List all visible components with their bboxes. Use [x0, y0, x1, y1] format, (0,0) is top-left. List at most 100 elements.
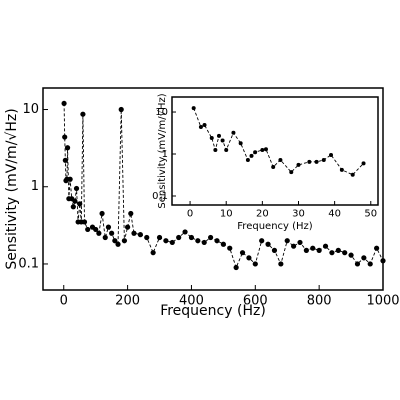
data-point: [249, 153, 254, 158]
x-tick-label: 1000: [366, 294, 399, 309]
data-point: [201, 239, 207, 246]
data-point: [131, 230, 137, 236]
data-point: [297, 239, 303, 246]
plot-area: [172, 97, 378, 205]
data-point: [260, 147, 265, 152]
data-point: [85, 226, 91, 233]
x-tick-label: 0: [187, 209, 193, 220]
y-tick-label: 0.1: [18, 256, 39, 271]
data-point: [231, 130, 236, 135]
data-point: [80, 111, 86, 117]
data-point: [73, 185, 80, 192]
data-point: [118, 106, 124, 113]
data-point: [265, 241, 271, 247]
data-point: [109, 230, 115, 236]
data-point: [121, 238, 128, 244]
data-point: [220, 138, 225, 143]
data-point: [263, 147, 268, 152]
x-axis-label: Frequency (Hz): [237, 221, 313, 232]
data-point: [259, 238, 265, 244]
data-point: [374, 245, 380, 251]
x-tick-label: 200: [115, 294, 140, 309]
data-point: [93, 226, 99, 233]
data-point: [271, 165, 276, 170]
data-point: [125, 224, 131, 230]
x-tick-label: 800: [307, 294, 332, 309]
data-point: [227, 245, 233, 251]
data-point: [202, 123, 207, 128]
data-point: [246, 255, 252, 261]
data-point: [220, 241, 226, 247]
axes-frame: [171, 96, 379, 206]
x-tick-label: 50: [364, 209, 377, 220]
data-line: [193, 107, 364, 176]
x-tick-label: 20: [256, 209, 269, 220]
x-tick-label: 400: [179, 294, 204, 309]
data-point: [213, 147, 218, 152]
data-point: [316, 247, 322, 253]
data-point: [289, 170, 294, 175]
data-point: [209, 136, 214, 141]
data-point: [169, 239, 175, 246]
data-point: [278, 261, 284, 267]
data-point: [214, 238, 220, 244]
data-point: [322, 243, 329, 249]
data-point: [62, 157, 68, 163]
data-point: [182, 229, 188, 235]
x-tick-label: 600: [243, 294, 268, 309]
data-point: [105, 224, 112, 230]
data-point: [310, 245, 316, 251]
data-point: [348, 252, 354, 258]
data-point: [128, 210, 134, 217]
data-point: [115, 241, 121, 247]
data-point: [81, 219, 88, 225]
data-point: [253, 150, 258, 155]
data-point: [99, 210, 105, 217]
data-point: [367, 261, 373, 267]
data-point: [271, 247, 278, 253]
data-point: [62, 134, 68, 140]
y-axis-label: Sensitivity (mV/m/√Hz): [157, 93, 168, 208]
axes-frame: [42, 87, 384, 291]
y-tick-label: 1: [162, 149, 168, 160]
data-point: [163, 238, 169, 244]
y-tick-label: 10: [155, 107, 168, 118]
y-tick-label: 0.1: [152, 191, 168, 202]
data-point: [156, 234, 163, 241]
data-point: [252, 261, 258, 267]
data-point: [245, 157, 250, 162]
data-point: [307, 159, 312, 164]
data-point: [284, 238, 290, 244]
data-point: [208, 234, 214, 241]
data-point: [314, 159, 319, 164]
data-point: [72, 198, 78, 204]
data-point: [198, 124, 203, 129]
y-axis-label: Sensitivity (mV/m/√Hz): [4, 108, 20, 269]
data-point: [335, 247, 341, 253]
data-point: [191, 106, 196, 111]
data-point: [144, 234, 150, 241]
data-point: [278, 157, 283, 162]
data-point: [291, 243, 297, 249]
data-point: [216, 133, 221, 138]
x-axis-label: Frequency (Hz): [160, 303, 266, 319]
data-point: [102, 234, 108, 241]
data-point: [233, 264, 239, 271]
data-point: [321, 157, 326, 162]
data-point: [238, 141, 243, 146]
y-tick-label: 1: [31, 179, 39, 194]
data-point: [70, 204, 76, 210]
data-point: [61, 100, 67, 107]
x-tick-label: 40: [328, 209, 341, 220]
data-point: [329, 250, 335, 256]
data-point: [176, 234, 182, 241]
data-point: [137, 232, 143, 238]
x-tick-label: 10: [220, 209, 233, 220]
data-point: [239, 250, 246, 256]
data-point: [339, 167, 344, 172]
data-point: [67, 176, 73, 182]
data-point: [195, 238, 201, 244]
data-point: [361, 161, 366, 166]
data-point: [342, 250, 348, 256]
